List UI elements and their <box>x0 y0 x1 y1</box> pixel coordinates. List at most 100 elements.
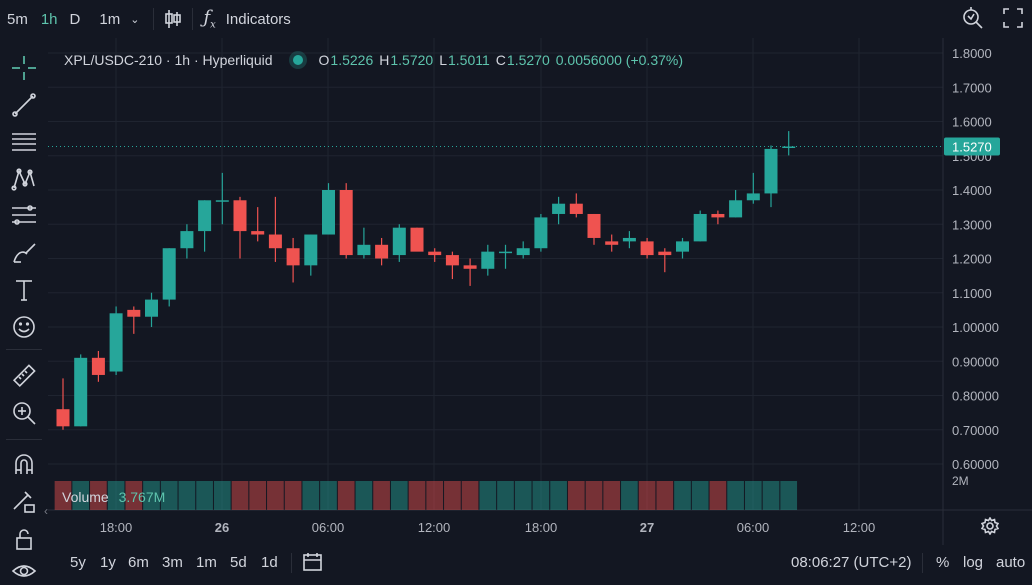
volume-bar <box>514 481 532 510</box>
volume-bar <box>107 481 125 510</box>
price-tick-label: 1.7000 <box>952 80 992 95</box>
range-1y[interactable]: 1y <box>100 554 116 571</box>
drawing-toolbar: ‹ <box>0 44 48 579</box>
volume-bar <box>567 481 585 510</box>
timeframe-5m[interactable]: 5m <box>7 10 28 28</box>
timeframe-1m[interactable]: 1m <box>99 10 121 28</box>
candle-body <box>676 241 689 252</box>
volume-bar <box>284 481 302 510</box>
log-toggle[interactable]: log <box>963 554 984 571</box>
candle-body <box>516 248 530 256</box>
price-tick-label: 1.4000 <box>952 183 992 198</box>
candle-body <box>233 200 247 232</box>
auto-toggle[interactable]: auto <box>996 554 1026 571</box>
zoom-search-icon[interactable] <box>962 6 984 35</box>
fib-tool-icon[interactable] <box>10 202 38 230</box>
volume-bar <box>125 481 143 510</box>
range-1m[interactable]: 1m <box>196 554 217 571</box>
candle-body <box>268 234 282 249</box>
volume-bar <box>691 481 709 510</box>
volume-bar <box>408 481 426 510</box>
lock-icon[interactable] <box>10 525 38 553</box>
candles-icon[interactable] <box>164 9 182 29</box>
volume-bar <box>727 481 744 510</box>
crosshair-icon[interactable] <box>10 54 38 82</box>
indicators-icon[interactable]: ƒx <box>203 7 216 31</box>
price-tick-label: 1.8000 <box>952 46 992 61</box>
volume-bar <box>762 481 780 510</box>
chevron-down-icon[interactable]: ⌄ <box>130 13 140 26</box>
range-3m[interactable]: 3m <box>162 554 183 571</box>
candle-body <box>445 255 459 266</box>
time-tick-label: 27 <box>640 520 654 535</box>
candle-body <box>162 248 176 300</box>
range-1d[interactable]: 1d <box>261 554 278 571</box>
candle-body <box>91 357 105 375</box>
price-tick-label: 1.6000 <box>952 115 992 130</box>
volume-bar <box>656 481 674 510</box>
indicators-button[interactable]: Indicators <box>225 10 291 28</box>
candle-body <box>428 251 442 256</box>
divider <box>192 8 194 30</box>
volume-label: Volume <box>62 489 109 505</box>
open-label: O <box>318 52 330 68</box>
text-tool-icon[interactable] <box>10 276 38 304</box>
change-value: 0.0056000 (+0.37%) <box>555 52 683 68</box>
range-6m[interactable]: 6m <box>128 554 149 571</box>
brush-icon[interactable] <box>10 239 38 267</box>
close-label: C <box>495 52 506 68</box>
zoom-in-icon[interactable] <box>10 399 38 427</box>
settings-gear-icon[interactable] <box>980 516 1000 540</box>
bottom-toolbar: 5y 1y 6m 3m 1m 5d 1d 08:06:27 (UTC+2) % … <box>0 545 1032 579</box>
live-status-dot <box>292 55 303 65</box>
time-tick-label: 18:00 <box>100 520 133 535</box>
volume-axis-label: 2M <box>952 474 969 488</box>
candle-body <box>127 309 141 317</box>
candle-body <box>375 244 389 259</box>
range-5y[interactable]: 5y <box>70 554 86 571</box>
volume-bar <box>603 481 621 510</box>
price-chart[interactable]: 1.80001.70001.60001.50001.40001.30001.20… <box>0 0 1032 545</box>
ruler-icon[interactable] <box>10 362 38 390</box>
candle-body <box>215 200 229 202</box>
time-tick-label: 12:00 <box>843 520 876 535</box>
symbol-title[interactable]: XPL/USDC-210 · 1h · Hyperliquid <box>64 52 273 68</box>
timeframe-D[interactable]: D <box>69 10 81 28</box>
candle-body <box>339 190 353 256</box>
fullscreen-icon[interactable] <box>1002 6 1024 35</box>
volume-bar <box>532 481 550 510</box>
candle-body <box>552 203 566 214</box>
candle-body <box>693 213 707 242</box>
timeframe-1h[interactable]: 1h <box>40 10 58 28</box>
volume-legend: Volume 3.767M <box>62 489 165 505</box>
last-price-label: 1.5270 <box>952 140 992 155</box>
emoji-icon[interactable] <box>10 313 38 341</box>
ohlc-legend: XPL/USDC-210 · 1h · Hyperliquid O 1.5226 … <box>64 52 683 68</box>
percent-toggle[interactable]: % <box>936 554 950 571</box>
horizontal-lines-icon[interactable] <box>10 128 38 156</box>
volume-bar <box>444 481 461 510</box>
volume-bar <box>178 481 196 510</box>
candle-body <box>463 265 477 269</box>
candle-body <box>658 251 672 256</box>
candle-body <box>304 234 318 266</box>
calendar-icon[interactable] <box>302 551 324 577</box>
volume-bar <box>373 481 390 510</box>
time-tick-label: 18:00 <box>525 520 558 535</box>
draw-lock-icon[interactable] <box>10 488 38 516</box>
volume-bar <box>709 481 727 510</box>
range-5d[interactable]: 5d <box>230 554 247 571</box>
divider <box>6 439 42 440</box>
candle-body <box>481 251 495 269</box>
volume-bar <box>744 481 762 510</box>
price-tick-label: 0.90000 <box>952 354 999 369</box>
price-tick-label: 0.70000 <box>952 423 999 438</box>
volume-bar <box>196 481 213 510</box>
collapse-toolbar-icon[interactable]: ‹ <box>44 504 48 518</box>
eye-icon[interactable] <box>10 557 38 585</box>
magnet-icon[interactable] <box>10 451 38 479</box>
candle-body <box>622 237 636 242</box>
pattern-icon[interactable] <box>10 165 38 193</box>
trend-line-icon[interactable] <box>10 91 38 119</box>
open-value: 1.5226 <box>330 52 374 68</box>
